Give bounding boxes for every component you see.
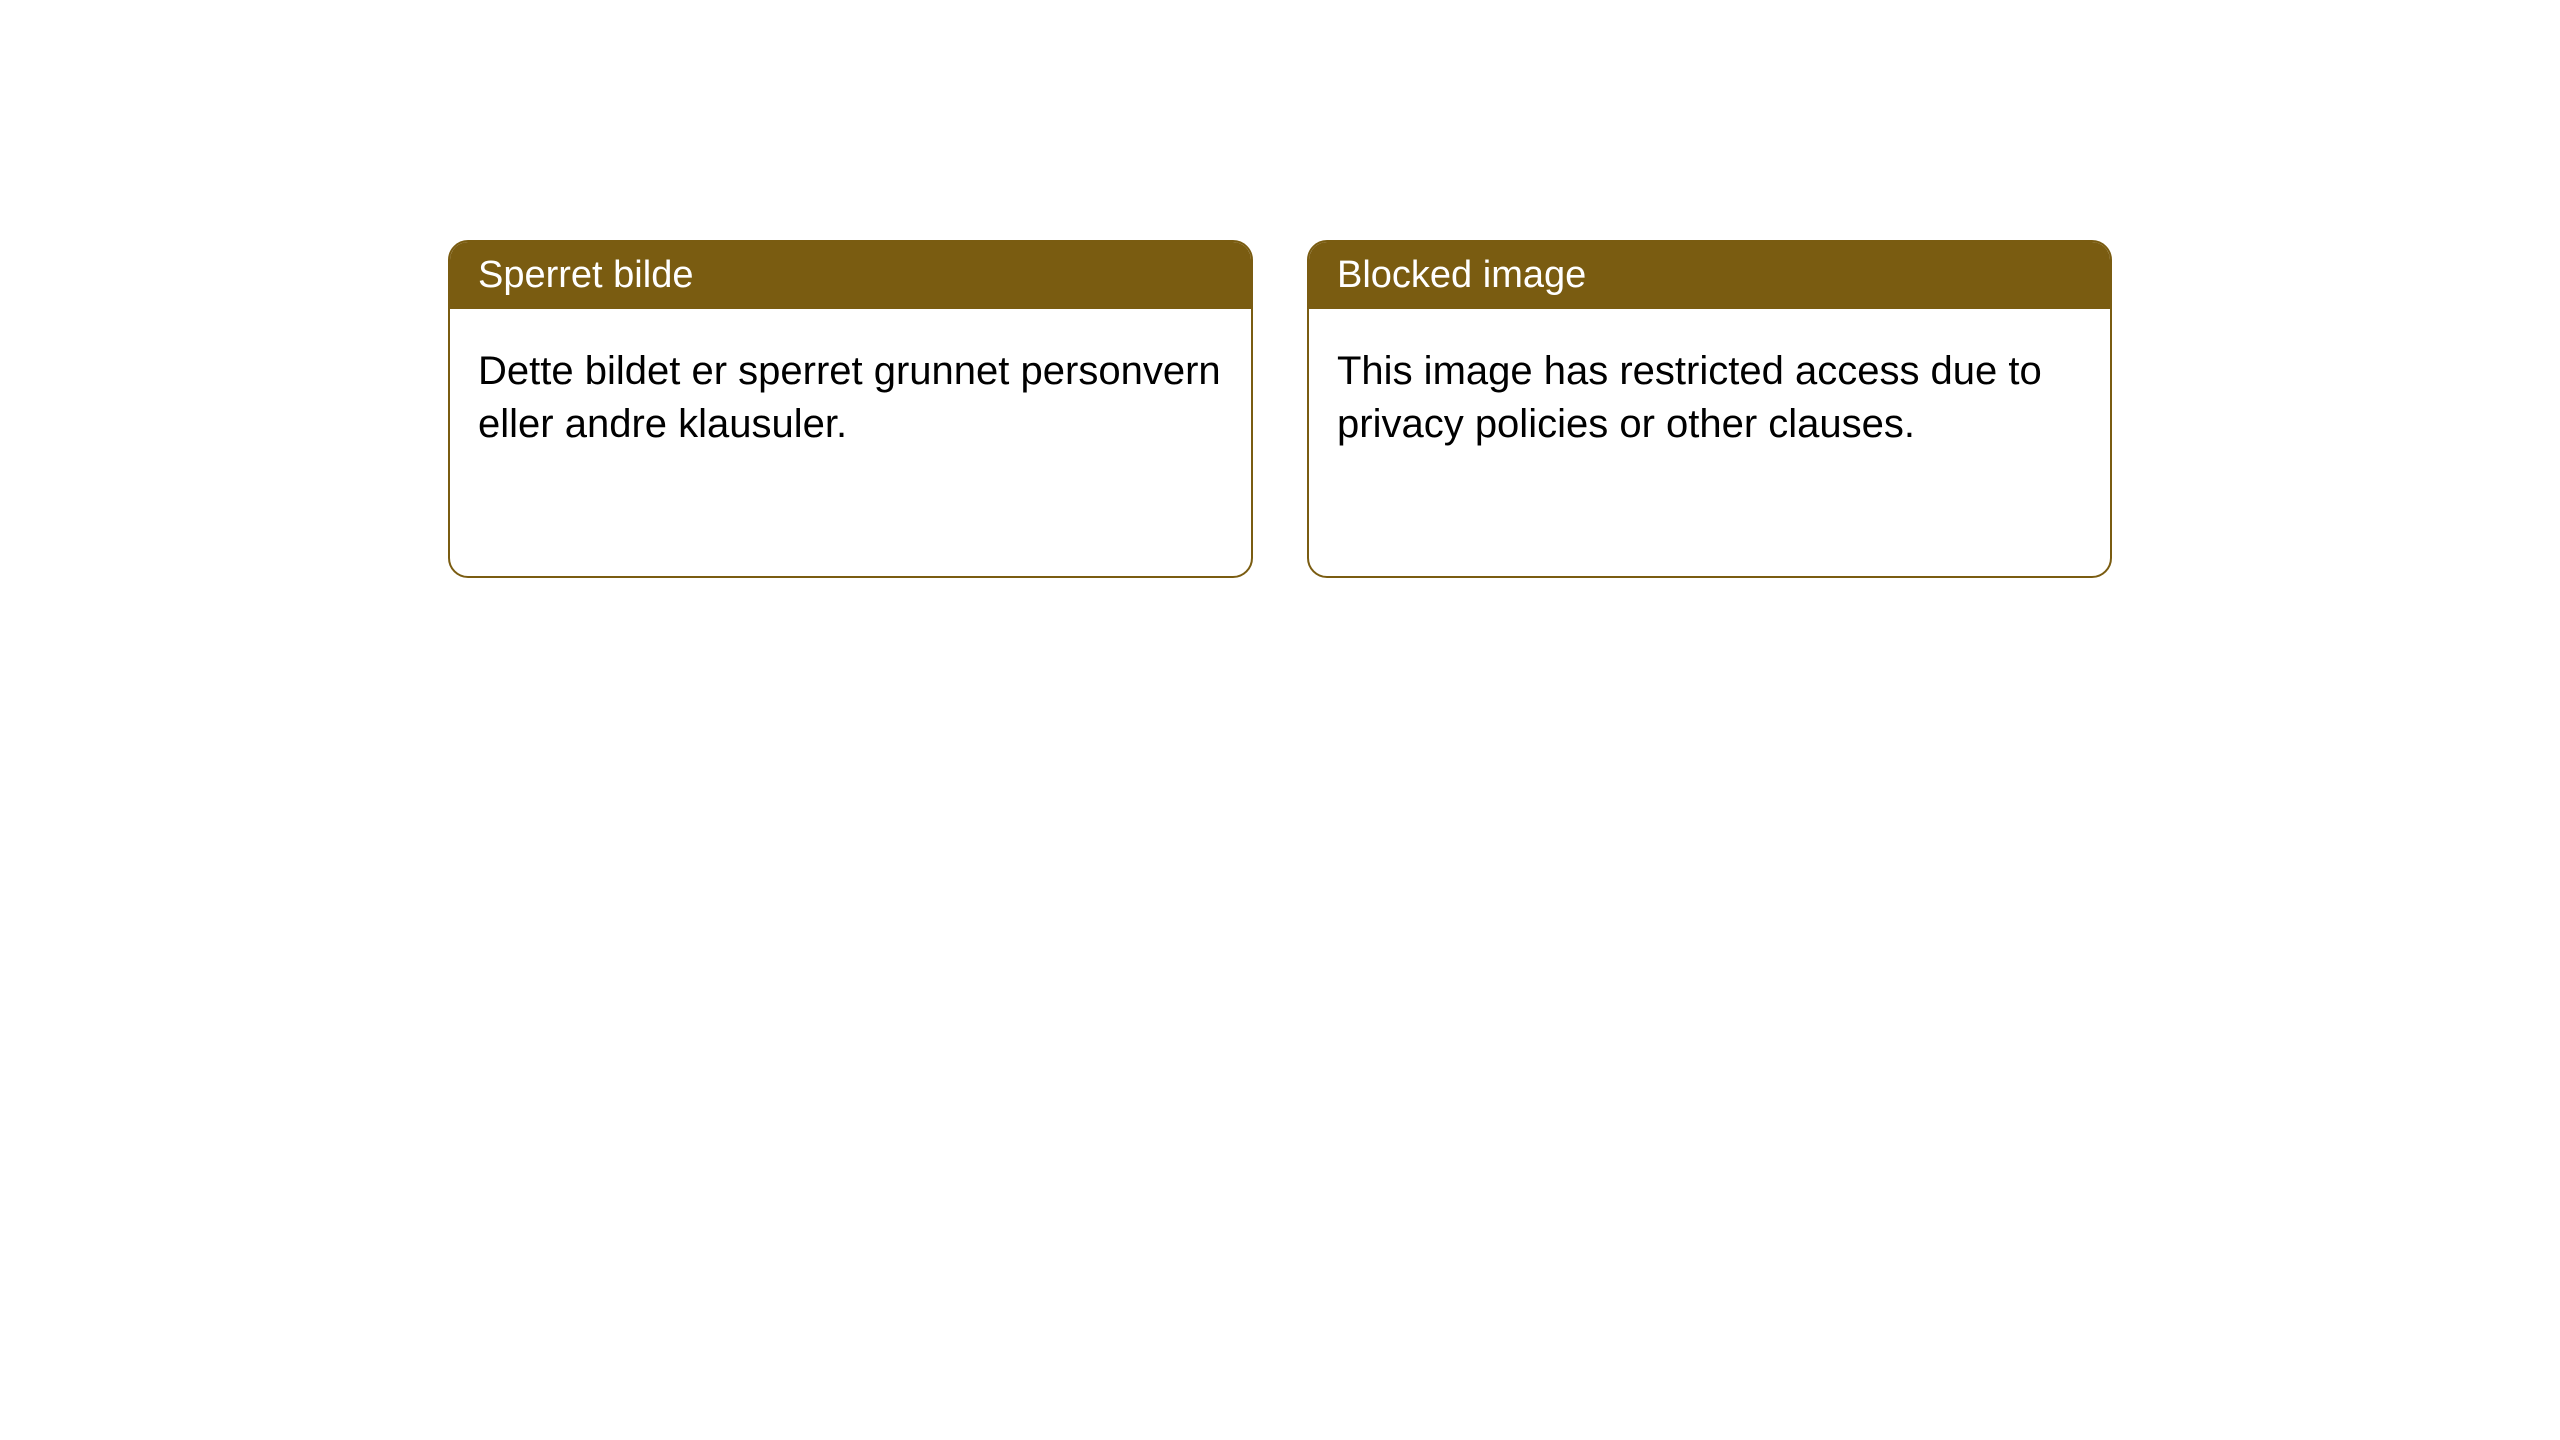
- card-body-text: This image has restricted access due to …: [1337, 349, 2042, 446]
- blocked-image-card-no: Sperret bilde Dette bildet er sperret gr…: [448, 240, 1253, 578]
- card-title: Blocked image: [1337, 254, 1586, 296]
- card-title: Sperret bilde: [478, 254, 693, 296]
- blocked-image-card-en: Blocked image This image has restricted …: [1307, 240, 2112, 578]
- card-header: Sperret bilde: [450, 242, 1251, 309]
- cards-container: Sperret bilde Dette bildet er sperret gr…: [0, 0, 2560, 578]
- card-body: This image has restricted access due to …: [1309, 309, 2110, 487]
- card-body-text: Dette bildet er sperret grunnet personve…: [478, 349, 1221, 446]
- card-header: Blocked image: [1309, 242, 2110, 309]
- card-body: Dette bildet er sperret grunnet personve…: [450, 309, 1251, 487]
